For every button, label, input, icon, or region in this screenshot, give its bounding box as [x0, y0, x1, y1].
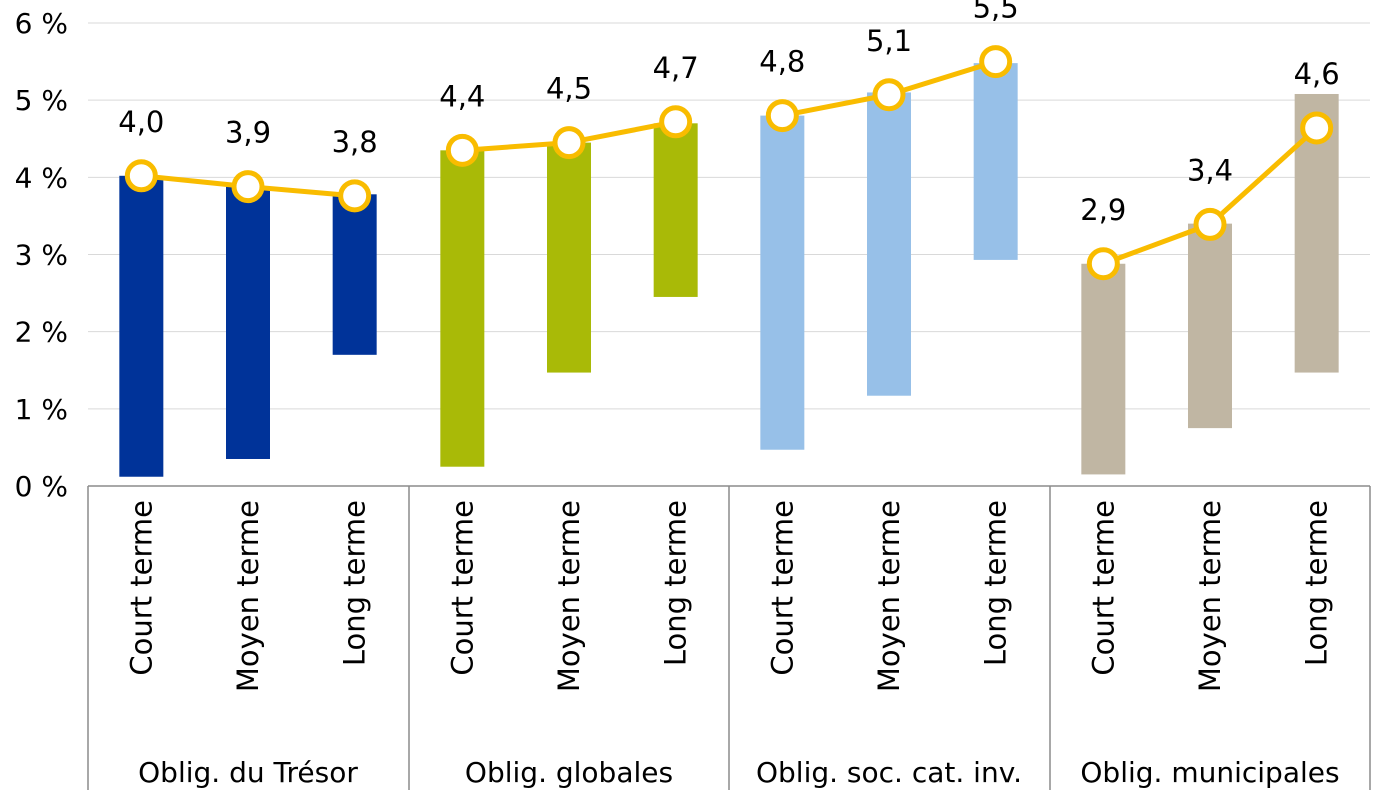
y-tick-label: 2 % — [15, 316, 68, 349]
category-label: Moyen terme — [231, 500, 265, 692]
group-label: Oblig. globales — [465, 756, 673, 789]
data-label: 4,6 — [1294, 57, 1340, 91]
current-yield-point — [552, 126, 586, 160]
range-bar — [973, 63, 1018, 260]
category-labels: Court terme Moyen terme Long terme Court te… — [124, 500, 1333, 692]
category-label: Court terme — [765, 500, 799, 676]
y-tick-label: 6 % — [15, 7, 68, 40]
data-label: 4,8 — [759, 45, 805, 79]
range-bar — [440, 150, 485, 467]
group-label: Oblig. du Trésor — [138, 756, 358, 789]
range-bar — [653, 123, 698, 297]
category-label: Long terme — [979, 500, 1013, 666]
current-yield-points — [124, 45, 1334, 281]
current-yield-point — [979, 45, 1013, 79]
data-label: 2,9 — [1080, 193, 1126, 227]
gridlines — [88, 22, 1370, 410]
current-yield-point — [765, 99, 799, 133]
category-label: Court terme — [445, 500, 479, 676]
y-tick-label: 0 % — [15, 470, 68, 503]
current-yield-point — [659, 105, 693, 139]
data-label: 4,5 — [546, 72, 592, 106]
range-bar — [1188, 223, 1232, 429]
group-label: Oblig. municipales — [1080, 756, 1339, 789]
range-bar — [119, 175, 164, 477]
data-label: 4,4 — [439, 79, 485, 113]
range-bar — [1081, 263, 1126, 475]
data-label: 5,5 — [973, 0, 1019, 25]
category-label: Moyen terme — [552, 500, 586, 692]
range-bar — [332, 194, 377, 355]
category-label: Court terme — [124, 500, 158, 676]
category-label: Long terme — [1300, 500, 1334, 666]
category-label: Moyen terme — [872, 500, 906, 692]
range-bar — [547, 142, 591, 373]
current-yield-point — [338, 179, 372, 213]
category-label: Long terme — [659, 500, 693, 666]
data-labels: 4,0 3,9 3,8 4,4 4,5 4,7 4,8 5,1 5,5 2,9 3,4 4,6 — [118, 0, 1339, 227]
category-label: Moyen terme — [1193, 500, 1227, 692]
category-label: Long terme — [338, 500, 372, 666]
data-label: 4,7 — [653, 51, 699, 85]
data-label: 4,0 — [118, 105, 164, 139]
range-bar — [226, 186, 270, 459]
range-bars — [119, 63, 1339, 477]
data-label: 3,8 — [332, 125, 378, 159]
y-tick-label: 5 % — [15, 84, 68, 117]
category-label: Court terme — [1086, 500, 1120, 676]
range-bar — [867, 92, 911, 396]
y-tick-label: 3 % — [15, 239, 68, 272]
y-tick-label: 1 % — [15, 393, 68, 426]
group-labels: Oblig. du Trésor Oblig. globales Oblig. so… — [138, 756, 1339, 789]
x-axis — [87, 485, 1371, 790]
current-yield-point — [231, 170, 265, 204]
data-label: 5,1 — [866, 24, 912, 58]
data-label: 3,9 — [225, 116, 271, 150]
y-tick-label: 4 % — [15, 161, 68, 194]
current-yield-point — [445, 133, 479, 167]
data-label: 3,4 — [1187, 153, 1233, 187]
current-yield-point — [1086, 247, 1120, 281]
current-yield-point — [1193, 207, 1227, 241]
current-yield-point — [124, 159, 158, 193]
current-yield-point — [1300, 111, 1334, 145]
current-yield-point — [872, 78, 906, 112]
range-bar — [760, 115, 805, 450]
y-axis-ticks: 0 % 1 % 2 % 3 % 4 % 5 % 6 % — [15, 7, 68, 503]
group-label: Oblig. soc. cat. inv. — [756, 756, 1022, 789]
current-yield-lines — [141, 59, 1319, 267]
